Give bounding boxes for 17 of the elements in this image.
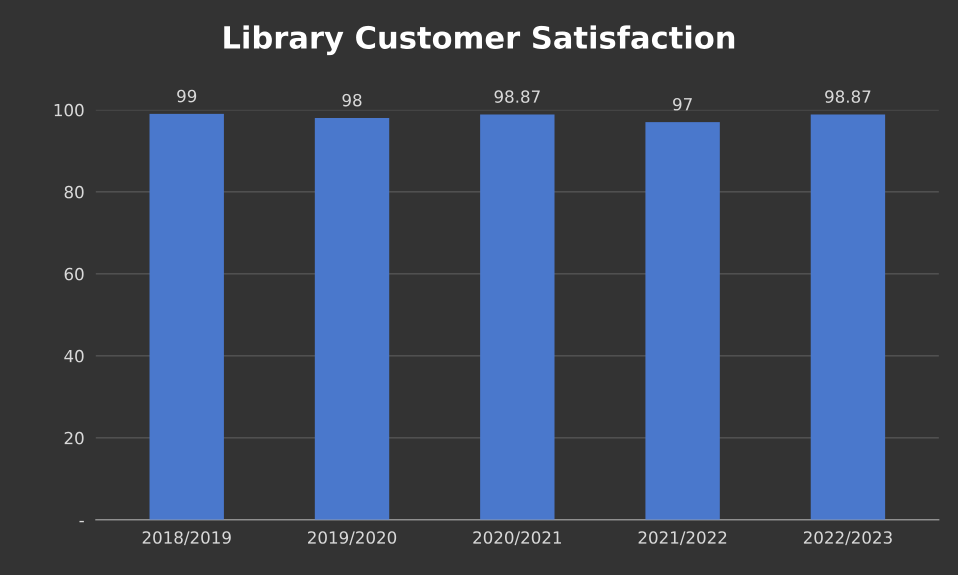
data-label: 97 — [673, 98, 692, 111]
y-tick-label: 60 — [64, 268, 84, 280]
y-tick-label: - — [79, 520, 84, 522]
x-tick-label: 2021/2022 — [638, 531, 726, 546]
y-tick-label: 40 — [64, 350, 84, 362]
x-tick-label: 2018/2019 — [142, 531, 231, 546]
x-tick-label: 2019/2020 — [308, 531, 396, 546]
data-label: 98.87 — [494, 90, 540, 103]
data-label: 99 — [177, 90, 196, 102]
y-tick-label: 20 — [64, 432, 84, 444]
chart-title: Library Customer Satisfaction — [224, 25, 734, 56]
x-tick-label: 2020/2021 — [473, 531, 562, 546]
data-label: 98.87 — [825, 90, 870, 103]
y-tick-label: 100 — [54, 104, 84, 116]
y-tick-label: 80 — [64, 186, 84, 198]
data-label: 98 — [342, 94, 362, 106]
x-tick-label: 2022/2023 — [804, 531, 892, 546]
